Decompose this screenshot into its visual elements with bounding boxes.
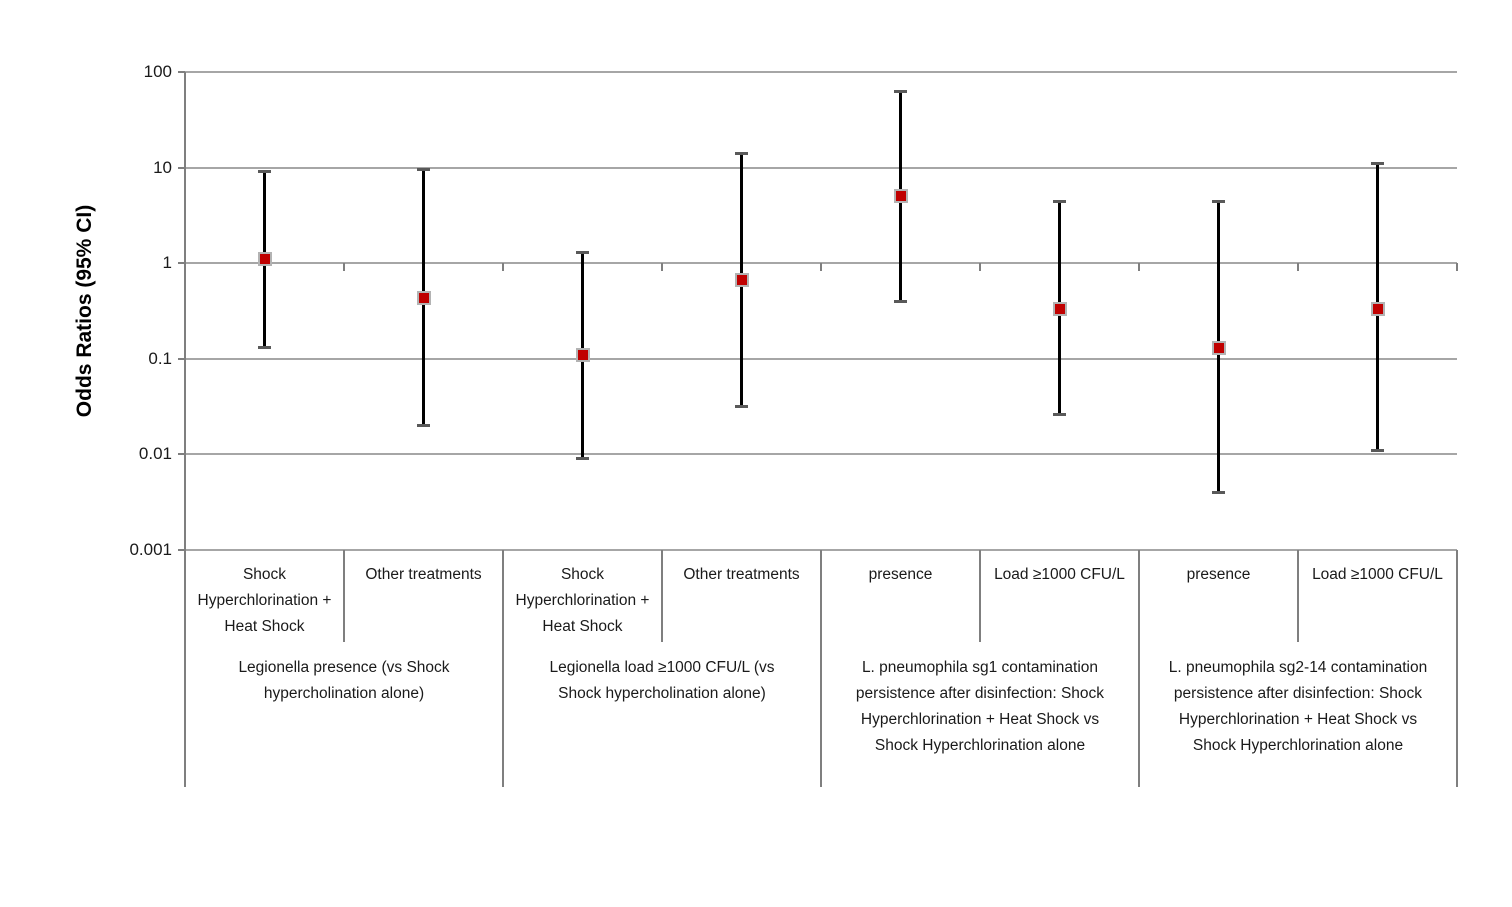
y-tick bbox=[178, 357, 185, 360]
error-bar-cap-upper bbox=[735, 152, 748, 156]
group-label: Legionella presence (vs Shock hypercholi… bbox=[238, 659, 450, 702]
error-bar-cap-upper bbox=[576, 250, 589, 254]
y-tick-label: 1 bbox=[162, 253, 172, 273]
x-tick bbox=[502, 263, 504, 272]
y-tick-label: 100 bbox=[143, 62, 172, 81]
error-bar-cap-upper bbox=[1371, 162, 1384, 166]
category-label: Shock Hyperchlorination + Heat Shock bbox=[197, 566, 332, 635]
category-separator bbox=[343, 550, 345, 642]
group-separator bbox=[502, 550, 504, 787]
error-bar-cap-lower bbox=[894, 299, 907, 303]
group-separator bbox=[820, 550, 822, 787]
error-bar-cap-upper bbox=[417, 168, 430, 172]
or-marker bbox=[734, 272, 749, 287]
category-label: Other treatments bbox=[365, 566, 482, 583]
axis-line bbox=[184, 72, 186, 787]
error-bar-cap-lower bbox=[1371, 448, 1384, 452]
y-tick-label: 0.01 bbox=[138, 444, 172, 464]
category-label: Load ≥1000 CFU/L bbox=[1312, 566, 1443, 583]
or-marker bbox=[1370, 302, 1385, 317]
y-tick-label: 0.1 bbox=[148, 348, 172, 368]
gridline bbox=[185, 71, 1457, 73]
y-tick-label: 0.001 bbox=[129, 540, 172, 559]
error-bar-cap-upper bbox=[1212, 200, 1225, 204]
group-separator bbox=[1138, 550, 1140, 787]
or-marker bbox=[575, 347, 590, 362]
error-bar-cap-lower bbox=[417, 424, 430, 428]
error-bar-cap-lower bbox=[1053, 413, 1066, 417]
category-label: Shock Hyperchlorination + Heat Shock bbox=[515, 566, 650, 635]
x-tick bbox=[343, 263, 345, 272]
group-separator bbox=[1456, 550, 1458, 787]
group-label: L. pneumophila sg2-14 contamination pers… bbox=[1168, 659, 1428, 754]
category-separator bbox=[661, 550, 663, 642]
or-marker bbox=[416, 291, 431, 306]
category-separator bbox=[979, 550, 981, 642]
y-tick bbox=[178, 262, 185, 265]
or-marker bbox=[893, 189, 908, 204]
category-label: presence bbox=[868, 566, 933, 583]
error-bar-cap-lower bbox=[1212, 490, 1225, 494]
x-tick bbox=[1138, 263, 1140, 272]
error-bar-cap-lower bbox=[735, 404, 748, 408]
category-label: Load ≥1000 CFU/L bbox=[994, 566, 1125, 583]
y-tick-label: 10 bbox=[153, 157, 172, 177]
category-label: presence bbox=[1186, 566, 1251, 583]
gridline bbox=[185, 357, 1457, 360]
or-marker bbox=[1211, 340, 1226, 355]
gridline bbox=[185, 453, 1457, 456]
or-marker bbox=[257, 252, 272, 267]
x-tick bbox=[979, 263, 981, 272]
or-marker bbox=[1052, 302, 1067, 317]
y-tick bbox=[178, 453, 185, 456]
x-tick bbox=[820, 263, 822, 272]
error-bar-cap-lower bbox=[576, 457, 589, 461]
group-label: Legionella load ≥1000 CFU/L (vs Shock hy… bbox=[549, 659, 775, 702]
error-bar-cap-upper bbox=[1053, 200, 1066, 204]
category-label: Other treatments bbox=[683, 566, 800, 583]
category-separator bbox=[1297, 550, 1299, 642]
error-bar-cap-lower bbox=[258, 346, 271, 350]
x-tick bbox=[1456, 263, 1458, 272]
error-bar-cap-upper bbox=[258, 170, 271, 174]
gridline bbox=[185, 166, 1457, 169]
y-tick bbox=[178, 71, 185, 73]
x-tick bbox=[1297, 263, 1299, 272]
y-tick bbox=[178, 166, 185, 169]
y-tick bbox=[178, 549, 185, 551]
group-label: L. pneumophila sg1 contamination persist… bbox=[855, 659, 1105, 754]
error-bar-cap-upper bbox=[894, 89, 907, 93]
x-tick bbox=[661, 263, 663, 272]
